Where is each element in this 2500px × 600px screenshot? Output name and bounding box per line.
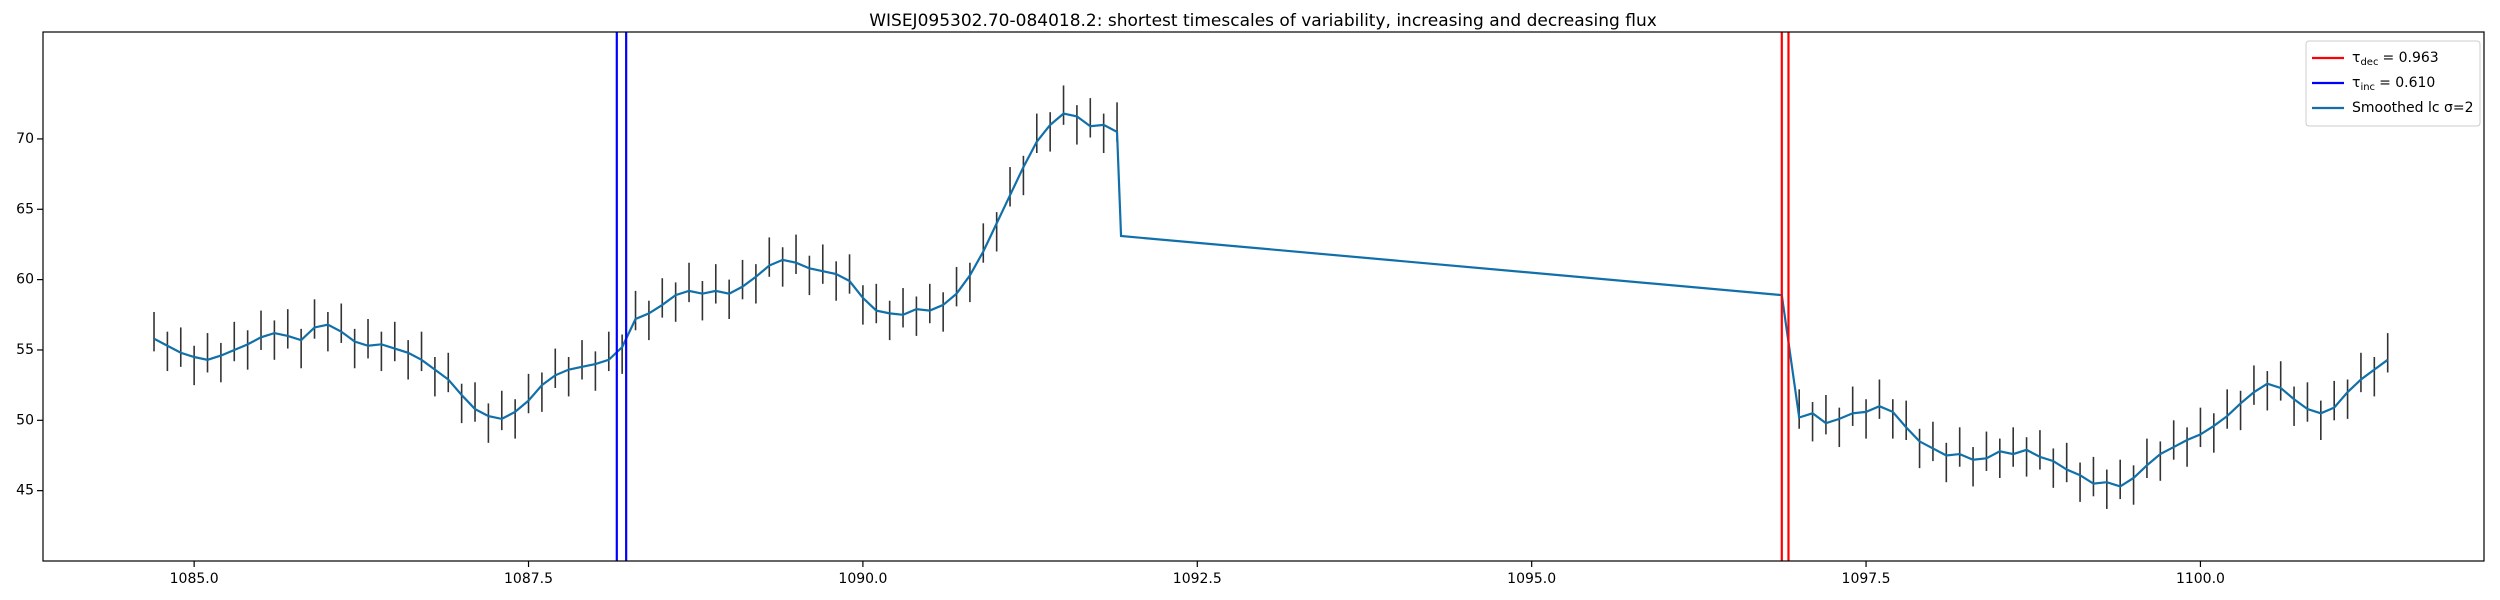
legend-label: τinc = 0.610 bbox=[2352, 75, 2435, 93]
x-tick-label: 1095.0 bbox=[1507, 571, 1556, 587]
y-tick-label: 70 bbox=[16, 131, 34, 147]
y-tick-label: 45 bbox=[16, 483, 34, 499]
y-tick-label: 55 bbox=[16, 342, 34, 358]
chart-title: WISEJ095302.70-084018.2: shortest timesc… bbox=[869, 11, 1657, 31]
legend-label: Smoothed lc σ=2 bbox=[2352, 100, 2474, 116]
x-tick-label: 1085.0 bbox=[170, 571, 219, 587]
legend-symbol: τ bbox=[2352, 75, 2360, 91]
legend-text: = 0.610 bbox=[2379, 75, 2435, 91]
legend-label: τdec = 0.963 bbox=[2352, 50, 2439, 68]
x-tick-label: 1090.0 bbox=[838, 571, 887, 587]
x-tick-label: 1092.5 bbox=[1173, 571, 1222, 587]
x-tick-label: 1100.0 bbox=[2176, 571, 2225, 587]
y-tick-label: 50 bbox=[16, 412, 34, 428]
y-tick-label: 60 bbox=[16, 272, 34, 288]
x-tick-label: 1097.5 bbox=[1842, 571, 1891, 587]
smoothed-line bbox=[153, 112, 2389, 488]
legend-symbol: τ bbox=[2352, 50, 2360, 66]
legend-box bbox=[2305, 40, 2481, 127]
plot-area bbox=[153, 32, 2389, 561]
legend-text: = 0.963 bbox=[2382, 50, 2438, 66]
y-tick-label: 65 bbox=[16, 201, 34, 217]
legend-subscript: inc bbox=[2360, 82, 2375, 93]
x-tick-label: 1087.5 bbox=[504, 571, 553, 587]
plot-frame bbox=[42, 31, 2485, 562]
legend-subscript: dec bbox=[2360, 57, 2378, 68]
